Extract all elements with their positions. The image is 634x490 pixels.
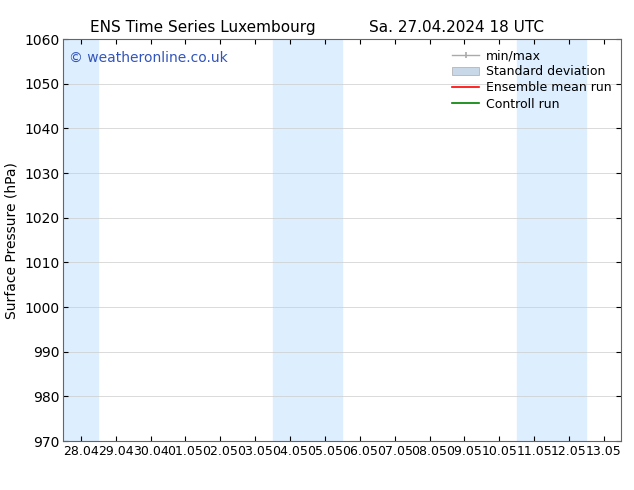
Bar [273, 39, 342, 441]
Y-axis label: Surface Pressure (hPa): Surface Pressure (hPa) [4, 162, 18, 318]
Bar [63, 39, 98, 441]
Text: © weatheronline.co.uk: © weatheronline.co.uk [69, 51, 228, 65]
Bar [517, 39, 586, 441]
Text: Sa. 27.04.2024 18 UTC: Sa. 27.04.2024 18 UTC [369, 20, 544, 35]
Legend: min/max, Standard deviation, Ensemble mean run, Controll run: min/max, Standard deviation, Ensemble me… [448, 46, 615, 114]
Text: ENS Time Series Luxembourg: ENS Time Series Luxembourg [90, 20, 316, 35]
